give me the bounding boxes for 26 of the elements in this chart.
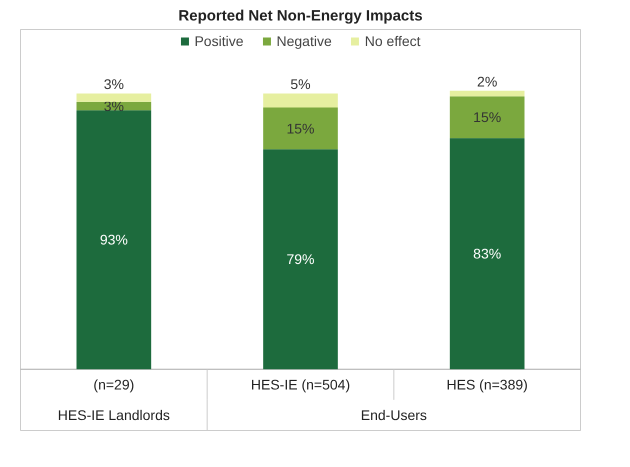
data-label: 3%: [104, 98, 124, 114]
bar: [263, 149, 338, 370]
text: HES-IE Landlords: [58, 407, 170, 424]
bar: [76, 94, 152, 102]
data-label: 3%: [104, 76, 124, 92]
data-label: 79%: [286, 251, 315, 268]
data-label: 15%: [286, 120, 315, 136]
bar: [450, 138, 524, 370]
data-label: 15%: [473, 109, 502, 126]
legend-label: No effect: [364, 33, 421, 49]
bar: [263, 94, 338, 108]
data-label: 2%: [477, 73, 498, 90]
legend-label: Negative: [276, 33, 332, 49]
x-tick-label: (n=29): [93, 376, 134, 393]
text: End-Users: [360, 407, 427, 424]
data-label: 5%: [290, 76, 311, 92]
chart-title: Reported Net Non-Energy Impacts: [178, 8, 423, 24]
legend-label: Positive: [194, 33, 244, 49]
data-label: 93%: [100, 232, 128, 248]
x-tick-label: HES (n=389): [446, 376, 528, 393]
x-tick-label: HES-IE (n=504): [250, 376, 350, 393]
bar: [263, 107, 338, 150]
bar: [76, 110, 152, 370]
bar: [450, 96, 524, 138]
bar: [450, 90, 524, 96]
data-label: 83%: [473, 246, 502, 262]
